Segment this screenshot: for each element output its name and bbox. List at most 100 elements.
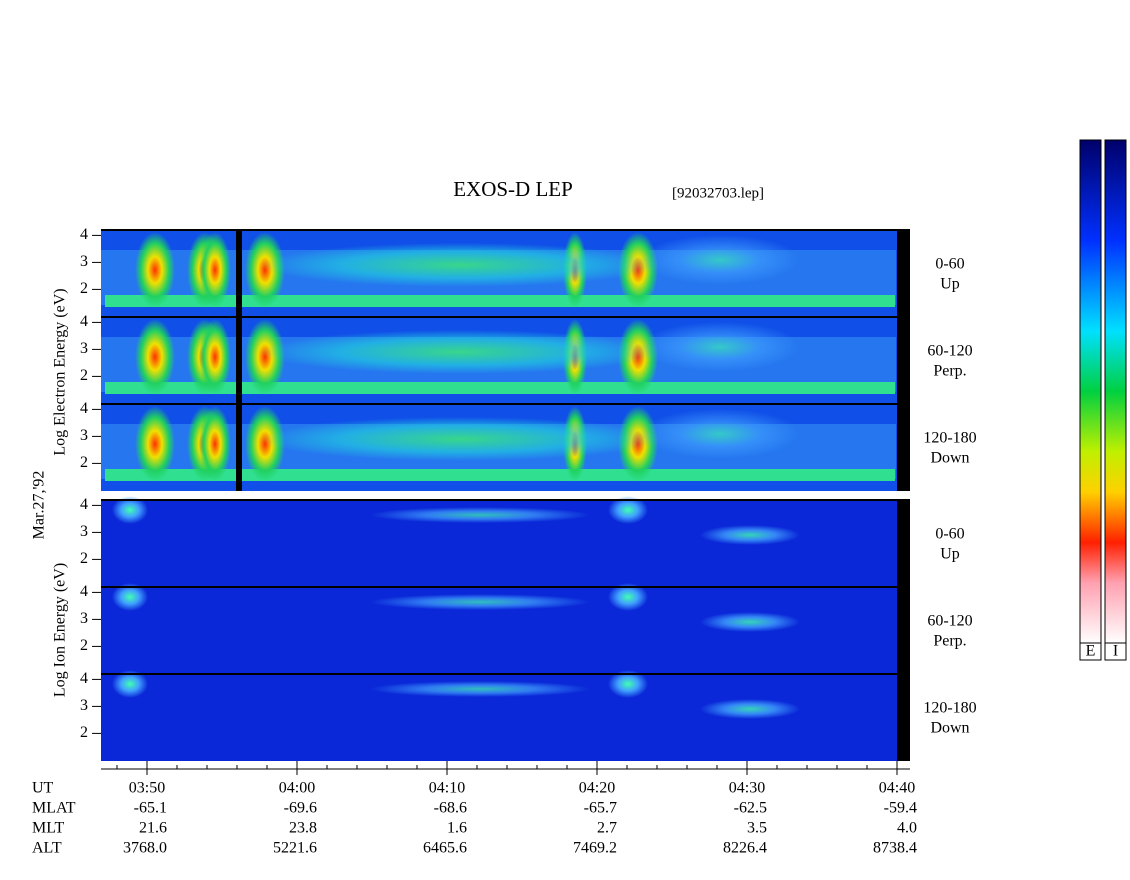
orbit-value: -65.1 xyxy=(134,800,167,817)
pitch-direction: Up xyxy=(940,276,960,293)
orbit-value: 5221.6 xyxy=(273,840,317,857)
spectrogram-blob xyxy=(608,583,648,611)
data-gap xyxy=(897,317,910,404)
spectrogram-blob xyxy=(135,232,175,308)
y-tick-label: 2 xyxy=(80,367,88,384)
spectrogram-blob xyxy=(245,232,285,308)
spectrogram-blob xyxy=(700,612,800,632)
spectrogram-blob xyxy=(700,525,800,545)
pitch-direction: Perp. xyxy=(933,633,966,650)
title: EXOS-D LEP xyxy=(453,177,573,201)
y-tick-label: 3 xyxy=(80,523,88,540)
pitch-range: 120-180 xyxy=(923,700,976,717)
data-gap xyxy=(897,674,910,761)
x-tick-label: 04:30 xyxy=(729,780,765,797)
orbit-value: -68.6 xyxy=(434,800,467,817)
x-tick-label: 04:20 xyxy=(579,780,615,797)
pitch-range: 0-60 xyxy=(935,526,964,543)
orbit-value: 6465.6 xyxy=(423,840,467,857)
spectrogram-blob xyxy=(640,235,800,285)
file-name: [92032703.lep] xyxy=(672,185,764,201)
orbit-value: 8226.4 xyxy=(723,840,767,857)
spectrogram-blob xyxy=(245,319,285,395)
y-tick-label: 3 xyxy=(80,253,88,270)
y-tick-label: 4 xyxy=(80,496,88,513)
spectrogram-band xyxy=(105,469,895,481)
spectrogram-band xyxy=(105,382,895,394)
colorbar-label-box xyxy=(1104,642,1127,661)
spectrogram-blob xyxy=(640,409,800,459)
data-gap xyxy=(897,500,910,587)
spectrogram-blob xyxy=(135,406,175,482)
x-tick-label: 03:50 xyxy=(129,780,165,797)
y-tick-label: 2 xyxy=(80,724,88,741)
spectrogram-blob xyxy=(260,417,660,461)
y-tick-label: 4 xyxy=(80,670,88,687)
date: Mar.27,'92 xyxy=(31,471,48,540)
colorbar-label: I xyxy=(1113,643,1118,660)
spectrogram-blob xyxy=(112,496,148,524)
y-tick-label: 2 xyxy=(80,280,88,297)
spectrogram-blob xyxy=(608,670,648,698)
spectrogram-blob xyxy=(260,330,660,374)
orbit-value: 3.5 xyxy=(747,820,767,837)
data-gap xyxy=(236,404,242,491)
spectrogram-blob xyxy=(370,594,590,610)
colorbar xyxy=(1079,139,1102,644)
y-tick-label: 2 xyxy=(80,637,88,654)
spectrogram-blob xyxy=(608,496,648,524)
spectrogram-band xyxy=(105,295,895,307)
row-label: MLT xyxy=(32,820,65,837)
pitch-direction: Up xyxy=(940,546,960,563)
spectrogram-blob xyxy=(112,670,148,698)
pitch-range: 120-180 xyxy=(923,430,976,447)
spectrogram-blob xyxy=(640,322,800,372)
y-tick-label: 3 xyxy=(80,427,88,444)
spectrogram-blob xyxy=(199,406,231,482)
y-tick-label: 2 xyxy=(80,550,88,567)
data-gap xyxy=(897,404,910,491)
pitch-range: 60-120 xyxy=(927,613,972,630)
orbit-value: 23.8 xyxy=(289,820,317,837)
spectrogram-blob xyxy=(245,406,285,482)
pitch-range: 60-120 xyxy=(927,343,972,360)
pitch-direction: Down xyxy=(930,720,969,737)
row-label: ALT xyxy=(32,840,62,857)
spectrogram-blob xyxy=(700,699,800,719)
y-tick-label: 4 xyxy=(80,226,88,243)
spectrogram-blob xyxy=(135,319,175,395)
orbit-value: 7469.2 xyxy=(573,840,617,857)
orbit-value: 4.0 xyxy=(897,820,917,837)
data-gap xyxy=(897,230,910,317)
x-tick-label: 04:00 xyxy=(279,780,315,797)
pitch-direction: Down xyxy=(930,450,969,467)
axis-label: Log Ion Energy (eV) xyxy=(52,563,69,697)
y-tick-label: 4 xyxy=(80,313,88,330)
x-tick-label: 04:10 xyxy=(429,780,465,797)
y-tick-label: 4 xyxy=(80,583,88,600)
orbit-value: -69.6 xyxy=(284,800,317,817)
y-tick-label: 3 xyxy=(80,340,88,357)
colorbar-label: E xyxy=(1086,643,1096,660)
axis-label: Log Electron Energy (eV) xyxy=(52,288,69,455)
orbit-value: 21.6 xyxy=(139,820,167,837)
y-tick-label: 2 xyxy=(80,454,88,471)
x-tick-label: 04:40 xyxy=(879,780,915,797)
spectrogram-blob xyxy=(199,232,231,308)
y-tick-label: 3 xyxy=(80,697,88,714)
y-tick-label: 3 xyxy=(80,610,88,627)
data-gap xyxy=(897,587,910,674)
orbit-value: 2.7 xyxy=(597,820,617,837)
orbit-value: 3768.0 xyxy=(123,840,167,857)
orbit-value: 1.6 xyxy=(447,820,467,837)
spectrogram-blob xyxy=(112,583,148,611)
orbit-value: -65.7 xyxy=(584,800,617,817)
pitch-range: 0-60 xyxy=(935,256,964,273)
spectrogram-blob xyxy=(199,319,231,395)
spectrogram-blob xyxy=(370,507,590,523)
data-gap xyxy=(236,230,242,317)
orbit-value: -62.5 xyxy=(734,800,767,817)
colorbar xyxy=(1104,139,1127,644)
y-tick-label: 4 xyxy=(80,400,88,417)
